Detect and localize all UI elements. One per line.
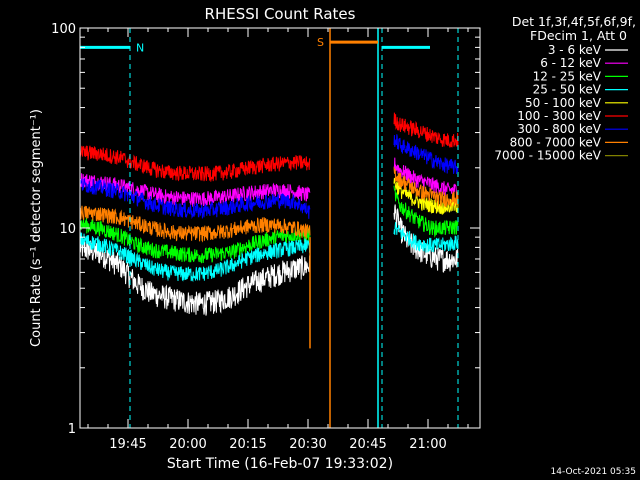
- x-tick-label-2: 20:15: [229, 437, 266, 452]
- series-line-2-2: [393, 185, 459, 239]
- series-5: [79, 112, 459, 182]
- legend-label-8: 7000 - 15000 keV: [494, 149, 601, 163]
- series-line-2-1: [79, 217, 311, 264]
- series-3: [79, 222, 459, 283]
- legend-label-6: 300 - 800 keV: [517, 122, 601, 136]
- x-tick-label-5: 21:00: [409, 437, 446, 452]
- series-line-6-2: [393, 134, 459, 175]
- series-1: [79, 157, 459, 207]
- y-tick-label-0: 1: [68, 422, 76, 437]
- axes: 1 10 100 19:45 20:00 20:15 20:30 20:45 21:00: [51, 22, 481, 452]
- series-line-0-1: [79, 236, 311, 316]
- series-line-7-1: [79, 205, 311, 243]
- series-line-3-2: [393, 222, 459, 253]
- y-tick-label-2: 100: [51, 22, 76, 37]
- series-7: [79, 167, 459, 243]
- x-tick-label-4: 20:45: [349, 437, 386, 452]
- series-line-1-2: [393, 157, 459, 199]
- chart-title: RHESSI Count Rates: [205, 5, 356, 23]
- series-line-1-1: [79, 173, 311, 207]
- series-line-7-2: [393, 167, 459, 208]
- annotation-label-1: S: [317, 36, 324, 49]
- series-line-5-1: [79, 145, 311, 182]
- legend-label-4: 50 - 100 keV: [525, 96, 602, 110]
- annotation-label-0: N: [136, 41, 144, 54]
- series-line-6-1: [79, 177, 311, 220]
- footer-timestamp: 14-Oct-2021 05:35: [551, 467, 636, 477]
- x-axis-label: Start Time (16-Feb-07 19:33:02): [167, 456, 393, 472]
- y-tick-label-1: 10: [59, 222, 76, 237]
- legend-header-line2: FDecim 1, Att 0: [530, 28, 627, 43]
- legend-label-7: 800 - 7000 keV: [510, 135, 602, 149]
- legend-header-line1: Det 1f,3f,4f,5f,6f,9f,: [512, 14, 636, 29]
- legend-label-1: 6 - 12 keV: [540, 56, 602, 70]
- legend-label-5: 100 - 300 keV: [517, 109, 601, 123]
- series-line-3-1: [79, 232, 311, 283]
- x-tick-label-1: 20:00: [169, 437, 206, 452]
- legend: Det 1f,3f,4f,5f,6f,9f, FDecim 1, Att 0 3…: [494, 14, 636, 163]
- x-tick-label-0: 19:45: [109, 437, 146, 452]
- y-axis-label: Count Rate (s⁻¹ detector segment⁻¹): [29, 109, 44, 347]
- x-tick-label-3: 20:30: [289, 437, 326, 452]
- legend-label-3: 25 - 50 keV: [533, 83, 602, 97]
- legend-label-0: 3 - 6 keV: [548, 43, 602, 57]
- series-6: [79, 134, 459, 220]
- series-2: [79, 185, 459, 264]
- legend-label-2: 12 - 25 keV: [533, 69, 602, 83]
- series-line-5-2: [393, 112, 459, 149]
